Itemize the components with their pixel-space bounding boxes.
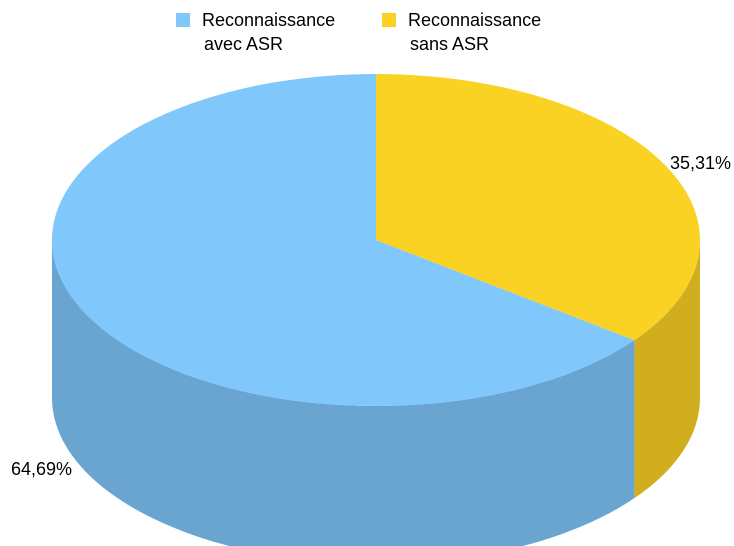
data-label-avec-asr: 64,69% bbox=[11, 459, 72, 479]
chart-legend: Reconnaissance avec ASR Reconnaissance s… bbox=[0, 8, 734, 68]
legend-swatch-avec-asr bbox=[176, 13, 190, 27]
side-wall-sans-asr bbox=[634, 240, 700, 499]
legend-label-sans-asr-line2: sans ASR bbox=[410, 34, 490, 54]
slice-avec-asr bbox=[51, 74, 635, 406]
legend-label-sans-asr: Reconnaissance sans ASR bbox=[408, 8, 578, 56]
legend-label-avec-asr-line1: Reconnaissance bbox=[202, 10, 336, 30]
legend-label-avec-asr-line2: avec ASR bbox=[204, 34, 284, 54]
legend-label-avec-asr: Reconnaissance avec ASR bbox=[202, 8, 372, 56]
data-label-sans-asr: 35,31% bbox=[670, 153, 731, 173]
legend-swatch-sans-asr bbox=[382, 13, 396, 27]
pie-slices bbox=[51, 74, 700, 546]
slice-sans-asr bbox=[376, 74, 700, 341]
side-wall-avec-asr bbox=[52, 240, 635, 546]
legend-label-sans-asr-line1: Reconnaissance bbox=[408, 10, 542, 30]
